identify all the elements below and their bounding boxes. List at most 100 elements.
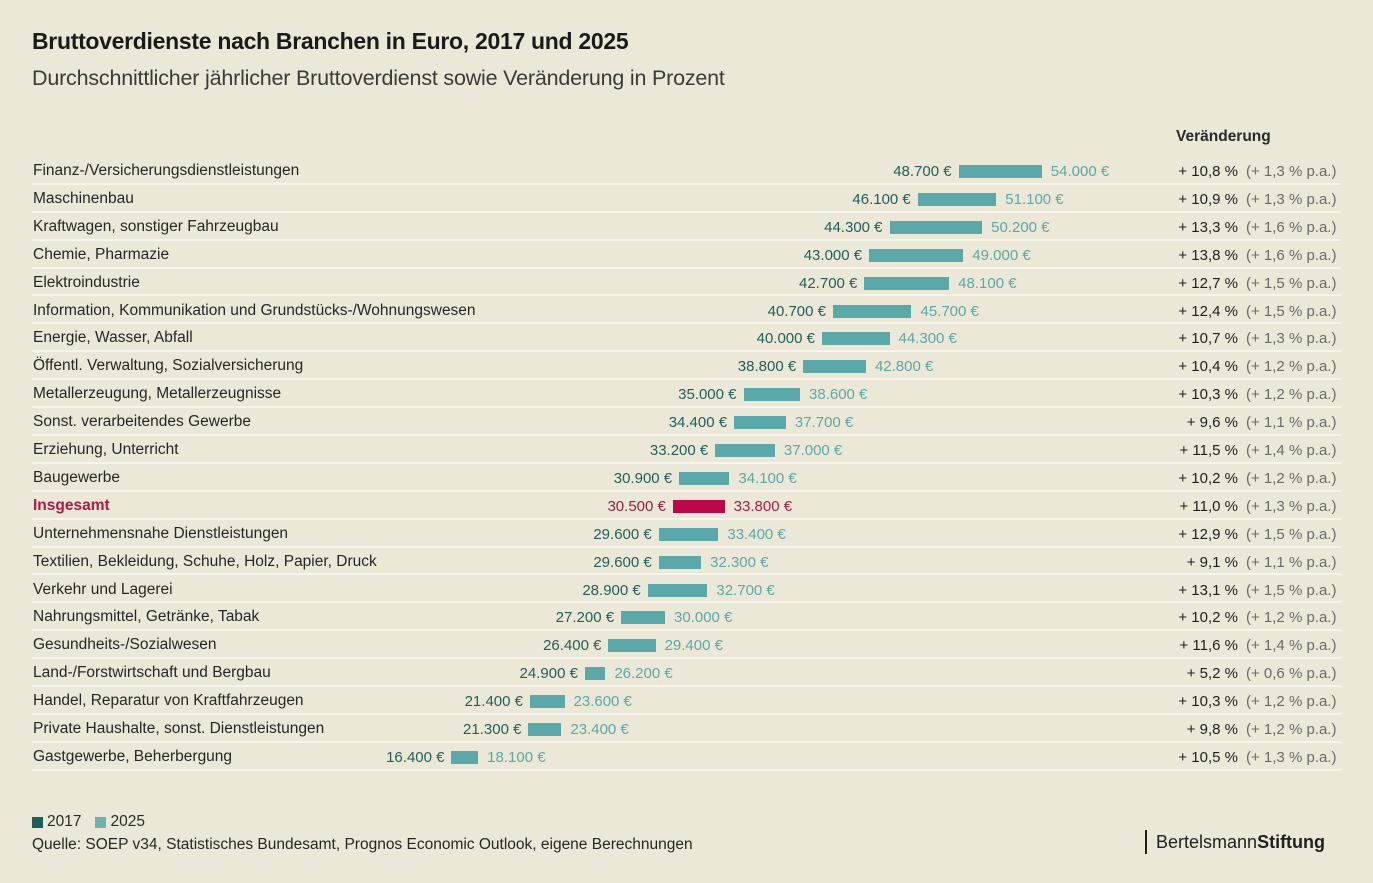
value-2017-label: 43.000 € bbox=[803, 246, 863, 264]
category-label: Öffentl. Verwaltung, Sozialversicherung bbox=[33, 357, 304, 375]
value-2017-label: 42.700 € bbox=[799, 274, 858, 292]
change-bar bbox=[864, 276, 950, 290]
change-bar bbox=[869, 248, 964, 262]
row-separator bbox=[32, 461, 1341, 464]
row-separator bbox=[32, 712, 1341, 715]
change-percent: + 10,3 % bbox=[1178, 386, 1238, 404]
legend-swatch-2025 bbox=[95, 816, 107, 828]
chart-row: Private Haushalte, sonst. Dienstleistung… bbox=[0, 715, 1373, 743]
category-label: Handel, Reparatur von Kraftfahrzeugen bbox=[33, 692, 304, 710]
change-bar bbox=[832, 304, 912, 318]
category-label: Sonst. verarbeitendes Gewerbe bbox=[33, 413, 251, 431]
value-2017-label: 24.900 € bbox=[519, 665, 578, 683]
value-2025-label: 44.300 € bbox=[898, 330, 957, 348]
change-per-annum: (+ 1,2 % p.a.) bbox=[1246, 721, 1337, 738]
change-bar bbox=[803, 360, 866, 374]
chart-row: Information, Kommunikation und Grundstüc… bbox=[0, 297, 1373, 325]
change-bar bbox=[621, 611, 665, 625]
legend-item-2017: 2017 bbox=[32, 813, 81, 831]
chart-title: Bruttoverdienste nach Branchen in Euro, … bbox=[32, 28, 629, 54]
value-2017-label: 38.800 € bbox=[737, 358, 797, 376]
row-separator bbox=[32, 322, 1341, 325]
change-percent: + 12,4 % bbox=[1178, 302, 1238, 320]
value-2017-label: 26.400 € bbox=[543, 637, 602, 655]
category-label: Land-/Forstwirtschaft und Bergbau bbox=[33, 664, 271, 682]
change-bar bbox=[584, 667, 606, 681]
change-percent: + 10,5 % bbox=[1178, 748, 1238, 766]
chart-row: Unternehmensnahe Dienstleistungen 29.600 … bbox=[0, 520, 1373, 548]
row-separator bbox=[32, 517, 1341, 520]
row-separator bbox=[32, 685, 1341, 688]
value-2025-label: 50.200 € bbox=[991, 218, 1050, 236]
row-separator bbox=[32, 406, 1341, 409]
change-per-annum: (+ 1,5 % p.a.) bbox=[1246, 274, 1337, 292]
change-bar bbox=[958, 165, 1042, 178]
legend-item-2025: 2025 bbox=[95, 813, 145, 831]
value-2025-label: 18.100 € bbox=[487, 748, 546, 766]
change-percent: + 10,2 % bbox=[1178, 469, 1238, 487]
change-bar bbox=[917, 192, 997, 206]
value-2025-label: 38.600 € bbox=[809, 386, 868, 404]
category-label: Finanz-/Versicherungsdienstleistungen bbox=[33, 162, 300, 179]
change-bar bbox=[451, 750, 479, 764]
source-note: Quelle: SOEP v34, Statistisches Bundesam… bbox=[32, 836, 693, 853]
value-2017-label: 29.600 € bbox=[593, 553, 652, 571]
chart-row: Maschinenbau 46.100 € 51.100 € + 10,9 % (+ 1… bbox=[0, 185, 1373, 213]
change-per-annum: (+ 1,3 % p.a.) bbox=[1246, 330, 1337, 348]
value-2025-label: 37.700 € bbox=[794, 414, 854, 432]
chart-row: Erziehung, Unterricht 33.200 € 37.000 € + 1… bbox=[0, 436, 1373, 464]
chart-row: Energie, Wasser, Abfall 40.000 € 44.300 € +… bbox=[0, 324, 1373, 353]
row-separator bbox=[32, 294, 1341, 297]
change-per-annum: (+ 1,6 % p.a.) bbox=[1246, 246, 1337, 264]
value-2025-label: 45.700 € bbox=[920, 302, 979, 320]
legend-swatch-2017 bbox=[32, 816, 43, 828]
change-per-annum: (+ 1,3 % p.a.) bbox=[1246, 163, 1337, 180]
category-label: Gesundheits-/Sozialwesen bbox=[33, 636, 217, 654]
value-2017-label: 34.400 € bbox=[668, 414, 728, 432]
chart-row: Gastgewerbe, Beherbergung 16.400 € 18.100 … bbox=[0, 743, 1373, 771]
change-per-annum: (+ 1,3 % p.a.) bbox=[1246, 497, 1337, 515]
value-2017-label: 21.400 € bbox=[464, 693, 523, 711]
chart-row: Verkehr und Lagerei 28.900 € 32.700 € + 13,… bbox=[0, 576, 1373, 604]
chart-row: Textilien, Bekleidung, Schuhe, Holz, Pap… bbox=[0, 548, 1373, 576]
change-percent: + 11,0 % bbox=[1179, 497, 1238, 515]
change-bar bbox=[679, 471, 730, 485]
value-2025-label: 23.600 € bbox=[573, 693, 632, 711]
value-2025-label: 33.400 € bbox=[727, 525, 786, 543]
row-separator bbox=[32, 601, 1341, 604]
change-bar bbox=[743, 388, 801, 402]
chart-row: Kraftwagen, sonstiger Fahrzeugbau 44.300 … bbox=[0, 213, 1373, 241]
change-percent: + 12,7 % bbox=[1178, 274, 1238, 292]
value-2025-label: 54.000 € bbox=[1050, 163, 1110, 180]
change-percent: + 10,9 % bbox=[1178, 190, 1238, 208]
change-per-annum: (+ 1,2 % p.a.) bbox=[1246, 358, 1337, 376]
change-percent: + 9,1 % bbox=[1186, 553, 1238, 571]
chart-row: Chemie, Pharmazie 43.000 € 49.000 € + 13,8 … bbox=[0, 241, 1373, 269]
legend-label-2025: 2025 bbox=[110, 813, 145, 830]
change-per-annum: (+ 1,2 % p.a.) bbox=[1246, 693, 1337, 711]
change-bar bbox=[734, 416, 786, 430]
category-label: Baugewerbe bbox=[33, 468, 121, 486]
value-2017-label: 40.700 € bbox=[767, 302, 826, 320]
legend-label-2017: 2017 bbox=[47, 813, 82, 830]
change-per-annum: (+ 1,5 % p.a.) bbox=[1246, 581, 1337, 599]
category-label: Information, Kommunikation und Grundstüc… bbox=[33, 301, 476, 319]
value-2025-label: 32.300 € bbox=[710, 553, 769, 571]
category-label: Metallerzeugung, Metallerzeugnisse bbox=[33, 385, 282, 403]
change-per-annum: (+ 1,5 % p.a.) bbox=[1246, 525, 1337, 543]
change-bar bbox=[889, 220, 983, 234]
row-separator bbox=[32, 657, 1341, 660]
chart-row: Metallerzeugung, Metallerzeugnisse 35.000… bbox=[0, 380, 1373, 409]
change-bar bbox=[672, 499, 725, 513]
value-2017-label: 35.000 € bbox=[678, 386, 737, 404]
change-per-annum: (+ 1,6 % p.a.) bbox=[1246, 218, 1337, 236]
change-percent: + 10,4 % bbox=[1178, 358, 1238, 376]
category-label: Energie, Wasser, Abfall bbox=[33, 329, 193, 347]
change-per-annum: (+ 1,1 % p.a.) bbox=[1246, 414, 1337, 432]
chart-row: Sonst. verarbeitendes Gewerbe 34.400 € 37.… bbox=[0, 408, 1373, 436]
change-percent: + 13,3 % bbox=[1178, 218, 1238, 236]
category-label: Private Haushalte, sonst. Dienstleistung… bbox=[33, 720, 325, 737]
value-2025-label: 30.000 € bbox=[674, 609, 733, 627]
category-label: Erziehung, Unterricht bbox=[33, 441, 179, 458]
row-separator bbox=[32, 629, 1341, 632]
